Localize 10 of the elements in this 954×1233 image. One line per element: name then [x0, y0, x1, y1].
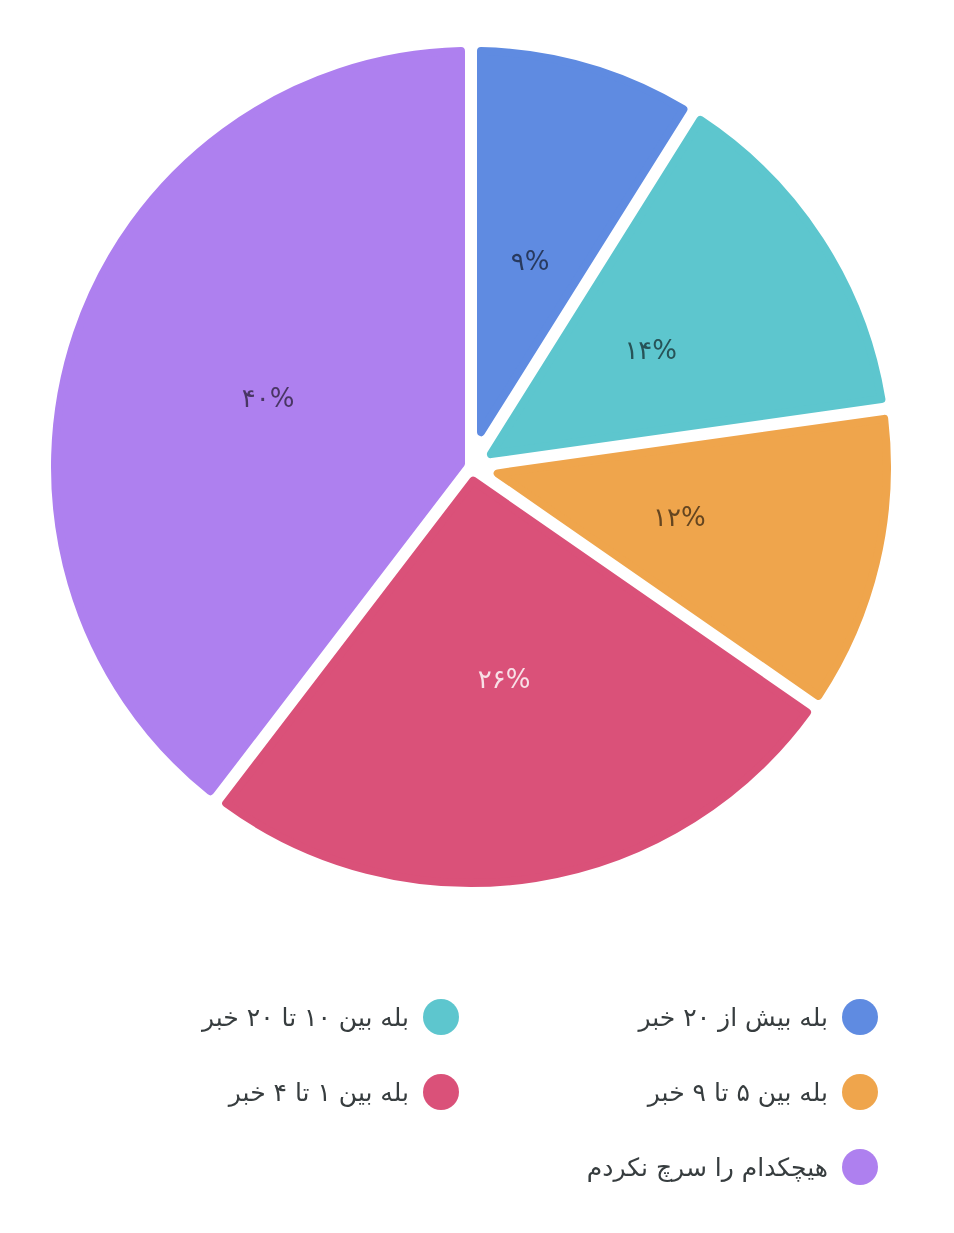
legend-label: هیچکدام را سرچ نکردم: [586, 1152, 828, 1182]
data-label: ۴۰%: [241, 383, 295, 414]
legend-label: بله بیش از ۲۰ خبر: [636, 1002, 828, 1032]
data-label: ۱۴%: [624, 335, 678, 366]
legend-label: بله بین ۱ تا ۴ خبر: [226, 1077, 409, 1107]
legend-label: بله بین ۵ تا ۹ خبر: [645, 1077, 828, 1107]
legend-label: بله بین ۱۰ تا ۲۰ خبر: [199, 1002, 409, 1032]
data-label: ۹%: [510, 246, 550, 277]
data-label: ۱۲%: [653, 501, 706, 532]
data-label: ۲۶%: [477, 663, 531, 694]
